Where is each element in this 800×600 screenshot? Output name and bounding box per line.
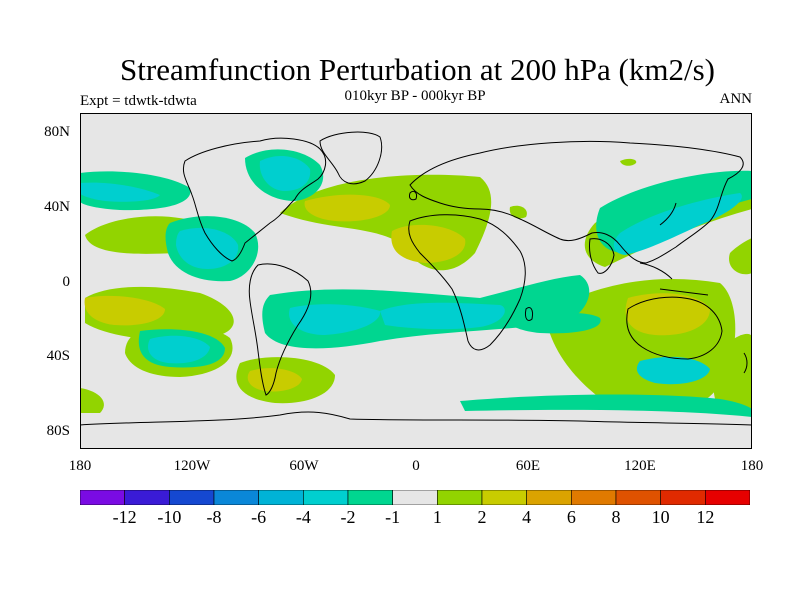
colorbar-swatch [392,490,438,505]
season-label: ANN [719,91,753,107]
map-title: Streamfunction Perturbation at 200 hPa (… [120,52,715,87]
contour-negative-mid [80,155,742,385]
colorbar-swatch [258,490,304,505]
lat-label-40n: 40N [44,199,70,215]
map-frame [80,113,752,449]
coastlines [80,131,752,426]
map-subtitle: 010kyr BP - 000kyr BP [344,88,486,104]
colorbar-tick-label: 4 [522,507,532,527]
colorbar-tick-label: 2 [477,507,487,527]
colorbar-tick-label: 12 [696,507,715,527]
colorbar-tick-label: -10 [157,507,182,527]
colorbar-tick-label: 10 [651,507,670,527]
colorbar [80,490,750,505]
colorbar-swatch [526,490,572,505]
lon-label-120e: 120E [624,458,656,474]
colorbar-swatch [213,490,259,505]
colorbar-tick-label: -6 [251,507,267,527]
lat-label-80n: 80N [44,124,70,140]
colorbar-swatch [169,490,215,505]
colorbar-swatch [660,490,706,505]
colorbar-swatch [705,490,750,505]
colorbar-swatch [347,490,393,505]
colorbar-swatch [303,490,349,505]
colorbar-tick-label: 8 [611,507,621,527]
lon-label-60e: 60E [515,458,541,474]
colorbar-swatch [571,490,617,505]
colorbar-swatch [615,490,661,505]
colorbar-swatch [80,490,125,505]
lat-label-80s: 80S [46,423,70,439]
colorbar-tick-label: -1 [385,507,401,527]
lon-label-180e: 180 [740,458,764,474]
colorbar-tick-label: -4 [295,507,311,527]
colorbar-tick-label: -2 [340,507,356,527]
lat-label-0: 0 [62,274,71,290]
colorbar-tick-label: 6 [566,507,576,527]
colorbar-swatch [124,490,170,505]
colorbar-tick-label: -8 [206,507,222,527]
experiment-label: Expt = tdwtk-tdwta [80,93,197,109]
lon-label-120w: 120W [173,458,211,474]
lon-label-60w: 60W [289,458,319,474]
colorbar-swatch [481,490,527,505]
map-panel [80,113,752,449]
lon-label-0: 0 [412,458,420,474]
lon-label-180w: 180 [68,458,92,474]
colorbar-tick-label: -12 [112,507,137,527]
colorbar-swatch [437,490,483,505]
colorbar-tick-label: 1 [432,507,442,527]
contour-positive-mid [84,194,710,392]
lat-label-40s: 40S [46,348,70,364]
